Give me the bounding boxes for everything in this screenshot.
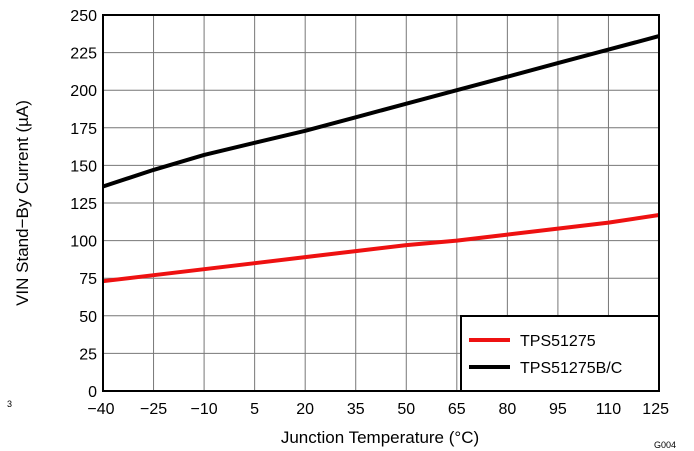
y-tick-label: 175 [70,121,97,138]
y-tick-label: 225 [70,46,97,63]
y-tick-label: 200 [70,83,97,100]
x-tick-label: 35 [347,401,365,418]
x-tick-label: 20 [296,401,314,418]
y-tick-label: 100 [70,234,97,251]
legend-label-tps51275bc: TPS51275B/C [520,360,622,377]
y-tick-label: 25 [79,346,97,363]
x-tick-labels: −40 −25 −10 5 20 35 50 65 80 95 110 125 [87,401,669,418]
x-tick-label: 125 [642,401,669,418]
series-line-tps51275 [102,213,660,284]
y-tick-label: 0 [88,384,97,401]
y-axis-label: VIN Stand−By Current (µA) [13,100,32,306]
x-tick-label: −10 [191,401,218,418]
x-tick-label: 80 [498,401,516,418]
legend: TPS51275 TPS51275B/C [460,315,660,392]
y-tick-label: 250 [70,8,97,25]
series-lines [102,34,660,284]
x-tick-label: 65 [448,401,466,418]
y-tick-label: 125 [70,196,97,213]
y-tick-labels: 0 25 50 75 100 125 150 175 200 225 250 [70,8,97,401]
series-line-tps51275bc [102,34,660,189]
legend-box [460,315,660,392]
corner-mark-left: 3 [7,399,12,409]
y-tick-label: 150 [70,158,97,175]
x-tick-label: −25 [140,401,167,418]
y-tick-label: 50 [79,309,97,326]
x-tick-label: 50 [397,401,415,418]
x-tick-label: 95 [549,401,567,418]
x-tick-label: −40 [87,401,114,418]
x-tick-label: 110 [596,401,622,418]
corner-mark-right: G004 [654,440,676,450]
plot-frame [102,14,660,392]
x-axis-label: Junction Temperature (°C) [281,428,479,447]
legend-label-tps51275: TPS51275 [520,333,596,350]
y-tick-label: 75 [79,271,97,288]
x-tick-label: 5 [250,401,259,418]
grid-lines [103,15,659,391]
